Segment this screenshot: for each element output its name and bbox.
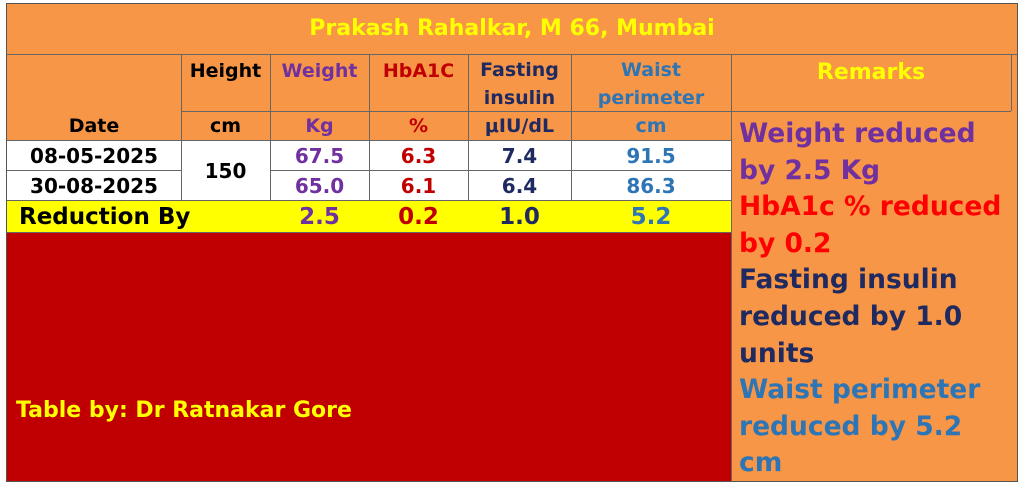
reduction-waist: 5.2 <box>630 203 672 230</box>
reduction-hba1c: 0.2 <box>398 203 439 230</box>
row2-waist: 86.3 <box>626 173 676 198</box>
unit-height: cm <box>209 115 242 137</box>
row1-date: 08-05-2025 <box>30 143 158 168</box>
row2-weight: 65.0 <box>294 173 345 198</box>
row1-hba1c: 6.3 <box>400 143 437 168</box>
header-waist-line1: Waist <box>620 59 681 81</box>
reduction-label: Reduction By <box>19 203 191 230</box>
remark-weight: Weight reduced by 2.5 Kg <box>739 118 976 186</box>
remark-fasting: Fasting insulin reduced by 1.0 units <box>739 264 963 369</box>
header-waist-line2: perimeter <box>597 86 705 109</box>
credit-panel <box>7 233 731 481</box>
unit-fasting: μIU/dL <box>484 115 555 137</box>
remark-waist: Waist perimeter reduced by 5.2 cm <box>739 374 981 479</box>
height-value: 150 <box>204 158 247 183</box>
remark-hba1c: HbA1c % reduced by 0.2 <box>739 191 1002 259</box>
table-title: Prakash Rahalkar, M 66, Mumbai <box>309 16 715 41</box>
credit-text: Table by: Dr Ratnakar Gore <box>16 398 352 423</box>
unit-hba1c: % <box>408 115 429 137</box>
header-date: Date <box>68 115 120 137</box>
header-height: Height <box>189 60 262 82</box>
row1-weight: 67.5 <box>294 143 345 168</box>
row2-fasting: 6.4 <box>501 173 538 198</box>
reduction-fasting: 1.0 <box>499 203 540 230</box>
row1-fasting: 7.4 <box>501 143 538 168</box>
header-fasting-line1: Fasting <box>480 59 559 81</box>
row1-waist: 91.5 <box>626 143 676 168</box>
remarks-list: Weight reduced by 2.5 Kg HbA1c % reduced… <box>739 116 1011 480</box>
header-fasting-line2: insulin <box>483 86 556 109</box>
header-remarks: Remarks <box>816 59 926 85</box>
unit-weight: Kg <box>305 115 334 137</box>
row2-hba1c: 6.1 <box>400 173 437 198</box>
reduction-row <box>7 200 731 233</box>
reduction-weight: 2.5 <box>299 203 340 230</box>
header-hba1c: HbA1C <box>382 60 455 82</box>
row2-date: 30-08-2025 <box>30 173 158 198</box>
header-weight: Weight <box>281 60 358 82</box>
unit-waist: cm <box>635 115 667 137</box>
